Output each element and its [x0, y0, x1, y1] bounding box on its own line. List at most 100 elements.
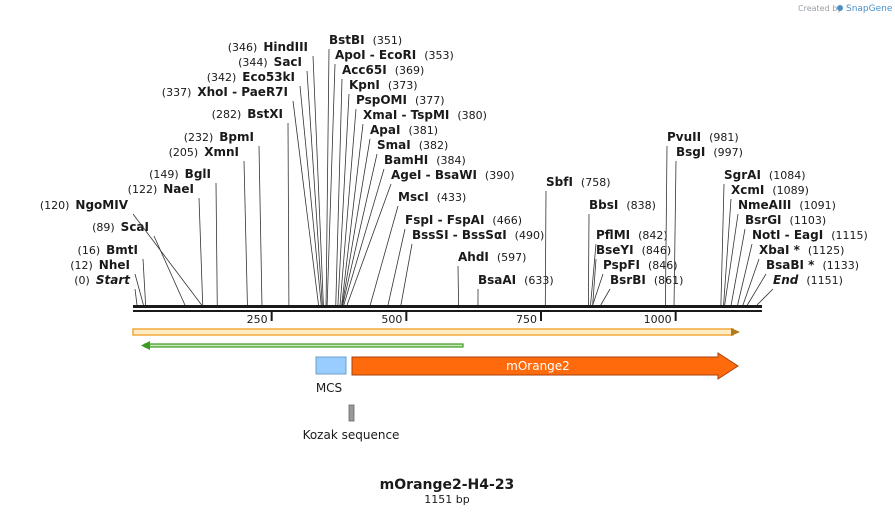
restriction-site[interactable]: AhdI (597): [457, 250, 527, 306]
restriction-site[interactable]: NotI - EagI (1115): [737, 228, 868, 306]
kozak-feature[interactable]: Kozak sequence: [303, 404, 400, 442]
site-line: [132, 213, 202, 306]
restriction-site[interactable]: BstBI (351): [325, 33, 402, 306]
restriction-site[interactable]: PspOMI (377): [339, 93, 445, 306]
site-name: BstBI: [329, 33, 365, 47]
site-name: MscI: [398, 190, 429, 204]
restriction-site[interactable]: BseYI (846): [592, 243, 671, 306]
site-name: NheI: [99, 258, 130, 272]
site-line: [339, 108, 357, 306]
site-position: (205): [169, 146, 199, 159]
site-position: (373): [388, 79, 418, 92]
site-position: (597): [497, 251, 527, 264]
ruler-tick-label: 500: [381, 313, 402, 326]
restriction-site[interactable]: BglI (149): [149, 167, 218, 306]
site-line: [587, 213, 590, 306]
restriction-site[interactable]: BsaBI * (1133): [746, 258, 859, 306]
restriction-site[interactable]: XcmI (1089): [723, 183, 809, 306]
site-position: (433): [437, 191, 467, 204]
site-line: [665, 145, 668, 306]
site-position: (1103): [790, 214, 827, 227]
restriction-site[interactable]: XmaI - TspMI (380): [341, 108, 487, 306]
restriction-site[interactable]: KpnI (373): [337, 78, 418, 306]
restriction-site[interactable]: NgoMIV (120): [40, 198, 202, 306]
site-line: [299, 85, 322, 306]
created-by-text: Created by: [798, 4, 842, 13]
restriction-site[interactable]: BmtI (16): [78, 243, 147, 306]
restriction-site[interactable]: PflMI (842): [590, 228, 668, 306]
kozak-label: Kozak sequence: [303, 428, 400, 442]
morange2-feature[interactable]: mOrange2: [351, 352, 739, 380]
site-line: [341, 138, 371, 306]
site-name: BsrBI: [610, 273, 646, 287]
restriction-site[interactable]: NaeI (122): [128, 182, 204, 306]
restriction-site[interactable]: ScaI (89): [92, 220, 186, 306]
site-name: FspI - FspAI: [405, 213, 484, 227]
restriction-site[interactable]: BsgI (997): [673, 145, 743, 306]
restriction-site[interactable]: HindIII (346): [228, 40, 324, 306]
restriction-site[interactable]: ApaI (381): [341, 123, 438, 306]
orf-forward[interactable]: [132, 328, 740, 336]
restriction-site[interactable]: AgeI - BsaWI (390): [346, 168, 515, 306]
restriction-site[interactable]: Eco53kI (342): [207, 70, 322, 306]
restriction-site[interactable]: BpmI (232): [184, 130, 263, 306]
restriction-site[interactable]: BssSI - BssSαI (490): [400, 228, 544, 306]
site-name: Eco53kI: [242, 70, 295, 84]
mcs-feature[interactable]: MCS: [315, 356, 347, 395]
site-line: [746, 273, 767, 306]
site-position: (758): [581, 176, 611, 189]
site-line: [720, 183, 725, 306]
site-position: (1133): [822, 259, 859, 272]
restriction-site[interactable]: BsrBI (861): [600, 273, 684, 306]
site-name: XmnI: [204, 145, 239, 159]
site-position: (344): [238, 56, 268, 69]
site-name: BglI: [185, 167, 211, 181]
restriction-site[interactable]: End (1151): [756, 273, 843, 306]
restriction-site[interactable]: BsrGI (1103): [730, 213, 827, 306]
ruler-tick-label: 750: [516, 313, 537, 326]
site-position: (149): [149, 168, 179, 181]
restriction-site[interactable]: Acc65I (369): [335, 63, 425, 306]
restriction-site[interactable]: PspFI (846): [592, 258, 678, 306]
ruler: 250 500 750 1000: [247, 312, 677, 326]
restriction-site[interactable]: SgrAI (1084): [720, 168, 806, 306]
site-position: (122): [128, 183, 158, 196]
snapgene-logo-text: SnapGene: [846, 4, 893, 14]
site-position: (1115): [831, 229, 868, 242]
site-name: BsrGI: [745, 213, 782, 227]
restriction-site[interactable]: Start (0): [74, 273, 138, 306]
site-name: BsaBI *: [766, 258, 815, 272]
restriction-site[interactable]: NmeAIII (1091): [724, 198, 836, 306]
site-name: ApoI - EcoRI: [335, 48, 416, 62]
restriction-site[interactable]: SacI (344): [238, 55, 323, 306]
site-line: [737, 243, 753, 306]
orf-reverse[interactable]: [141, 341, 464, 350]
site-name: HindIII: [263, 40, 308, 54]
restriction-site[interactable]: SbfI (758): [544, 175, 611, 306]
site-line: [346, 183, 392, 306]
restriction-site[interactable]: PvuII (981): [665, 130, 739, 306]
restriction-site[interactable]: MscI (433): [369, 190, 467, 306]
site-line: [335, 78, 343, 306]
restriction-site[interactable]: SmaI (382): [342, 138, 449, 306]
restriction-site[interactable]: BbsI (838): [587, 198, 656, 306]
restriction-site[interactable]: XmnI (205): [169, 145, 248, 306]
site-name: BpmI: [219, 130, 254, 144]
site-line: [215, 182, 218, 306]
restriction-site[interactable]: XhoI - PaeR7I (337): [162, 85, 319, 306]
restriction-sites: Start(0)NheI(12)BmtI(16)ScaI(89)NgoMIV(1…: [40, 33, 868, 306]
restriction-site[interactable]: BamHI (384): [343, 153, 466, 306]
restriction-site[interactable]: ApoI - EcoRI (353): [326, 48, 454, 306]
site-line: [134, 273, 144, 306]
site-position: (89): [92, 221, 115, 234]
restriction-site[interactable]: BstXI (282): [212, 107, 290, 306]
site-position: (981): [709, 131, 739, 144]
site-line: [342, 153, 378, 306]
restriction-site[interactable]: BsaAI (633): [477, 273, 554, 306]
restriction-site[interactable]: NheI (12): [70, 258, 144, 306]
site-name: BsaAI: [478, 273, 516, 287]
site-line: [337, 93, 350, 306]
restriction-site[interactable]: XbaI * (1125): [742, 243, 844, 306]
site-position: (1089): [772, 184, 809, 197]
restriction-site[interactable]: FspI - FspAI (466): [387, 213, 522, 306]
